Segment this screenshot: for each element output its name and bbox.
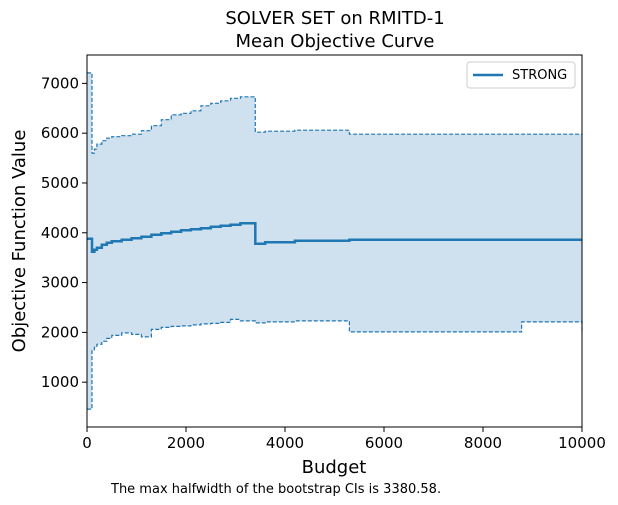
legend-label-strong: STRONG — [512, 68, 567, 83]
ci-upper-line — [87, 72, 582, 154]
x-tick-label: 6000 — [365, 434, 403, 452]
x-tick-label: 10000 — [558, 434, 606, 452]
chart-subtitle: Mean Objective Curve — [236, 31, 435, 52]
mean-curve-strong — [87, 222, 582, 253]
x-tick-label: 8000 — [464, 434, 502, 452]
x-axis-ticks: 0 2000 4000 6000 8000 10000 — [82, 427, 606, 452]
plot-frame — [86, 54, 583, 428]
y-axis-ticks: 1000 2000 3000 4000 5000 6000 7000 — [41, 74, 87, 391]
x-axis-label: Budget — [302, 457, 367, 478]
ci-lower-line — [87, 318, 583, 410]
x-tick-label: 2000 — [167, 434, 205, 452]
y-axis-label: Objective Function Value — [9, 130, 30, 353]
y-tick-label: 4000 — [41, 224, 79, 242]
x-tick-label: 0 — [82, 434, 92, 452]
y-tick-label: 1000 — [41, 373, 79, 391]
legend-box — [466, 61, 576, 89]
x-tick-label: 4000 — [266, 434, 304, 452]
legend: STRONG — [466, 61, 576, 89]
y-tick-label: 2000 — [41, 323, 79, 341]
y-tick-label: 3000 — [41, 274, 79, 292]
chart-title: SOLVER SET on RMITD-1 — [225, 8, 444, 29]
footnote: The max halfwidth of the bootstrap CIs i… — [110, 482, 441, 497]
plot-area — [87, 72, 583, 410]
y-tick-label: 5000 — [41, 174, 79, 192]
y-tick-label: 7000 — [41, 74, 79, 92]
y-tick-label: 6000 — [41, 124, 79, 142]
